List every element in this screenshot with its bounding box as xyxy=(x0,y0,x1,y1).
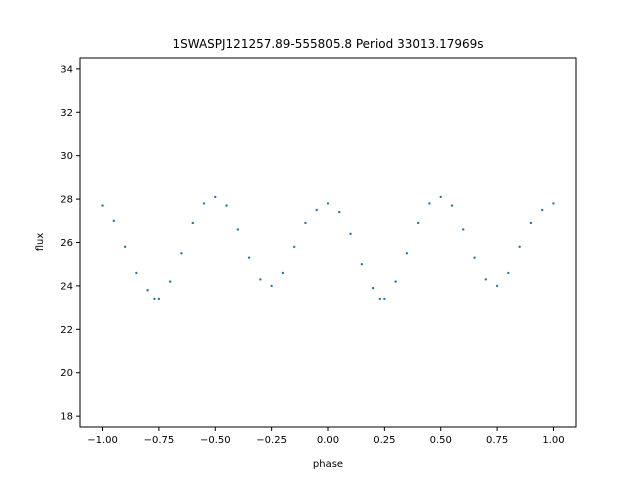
data-point xyxy=(439,195,442,199)
data-point xyxy=(540,208,544,212)
data-point xyxy=(450,204,454,207)
y-axis: 18 20 22 24 26 28 30 32 34 xyxy=(60,64,80,423)
data-point xyxy=(202,202,206,205)
y-tick-label: 24 xyxy=(60,281,73,292)
data-point xyxy=(495,284,499,288)
data-point xyxy=(236,228,240,231)
data-point xyxy=(214,195,217,199)
data-point xyxy=(225,204,228,207)
plot-frame xyxy=(79,57,577,428)
x-axis: −1.00 −0.75 −0.50 −0.25 0.00 0.25 0.50 0.75 1.00 xyxy=(87,427,565,446)
data-point xyxy=(315,208,318,212)
y-tick-label: 34 xyxy=(60,64,73,75)
x-tick-label: 1.00 xyxy=(542,435,564,446)
data-point xyxy=(529,221,533,225)
data-point xyxy=(360,263,364,266)
data-point xyxy=(507,271,510,275)
x-tick-label: −0.75 xyxy=(144,435,175,446)
x-tick-label: −1.00 xyxy=(87,435,118,446)
data-point xyxy=(123,245,127,249)
y-tick-label: 30 xyxy=(60,151,73,162)
data-point xyxy=(146,289,149,292)
x-tick-label: −0.25 xyxy=(256,435,287,446)
data-point xyxy=(259,278,262,281)
data-point xyxy=(101,204,104,207)
data-point xyxy=(326,202,330,205)
data-point xyxy=(484,278,488,281)
data-point xyxy=(462,228,465,231)
x-tick-label: 0.75 xyxy=(486,435,508,446)
data-point xyxy=(473,256,476,259)
data-point xyxy=(292,245,296,249)
y-tick-label: 18 xyxy=(60,412,73,423)
data-point xyxy=(153,297,156,301)
data-point xyxy=(180,252,183,255)
data-point xyxy=(416,221,420,225)
data-point xyxy=(270,284,273,288)
data-points xyxy=(101,195,555,301)
data-point xyxy=(157,297,161,301)
data-point xyxy=(281,271,285,275)
x-tick-label: 0.25 xyxy=(373,435,395,446)
x-axis-label: phase xyxy=(313,459,343,470)
y-tick-label: 28 xyxy=(60,195,73,206)
x-tick-label: −0.50 xyxy=(200,435,231,446)
data-point xyxy=(378,297,382,301)
data-point xyxy=(191,221,194,225)
data-point xyxy=(371,286,375,290)
data-point xyxy=(338,210,341,214)
data-point xyxy=(518,245,521,249)
y-axis-label: flux xyxy=(35,233,46,252)
chart-title: 1SWASPJ121257.89-555805.8 Period 33013.1… xyxy=(172,37,483,51)
y-tick-label: 20 xyxy=(60,368,73,379)
data-point xyxy=(135,271,138,275)
data-point xyxy=(349,232,352,236)
x-tick-label: 0.50 xyxy=(430,435,452,446)
y-tick-label: 22 xyxy=(60,325,73,336)
data-point xyxy=(383,297,386,301)
data-point xyxy=(394,280,397,283)
data-point xyxy=(428,202,431,205)
data-point xyxy=(304,221,307,225)
data-point xyxy=(552,202,555,205)
data-point xyxy=(405,252,409,255)
data-point xyxy=(112,219,116,222)
y-tick-label: 32 xyxy=(60,108,73,119)
y-tick-label: 26 xyxy=(60,238,73,249)
data-point xyxy=(168,280,172,283)
x-tick-label: 0.00 xyxy=(317,435,339,446)
data-point xyxy=(247,256,251,259)
